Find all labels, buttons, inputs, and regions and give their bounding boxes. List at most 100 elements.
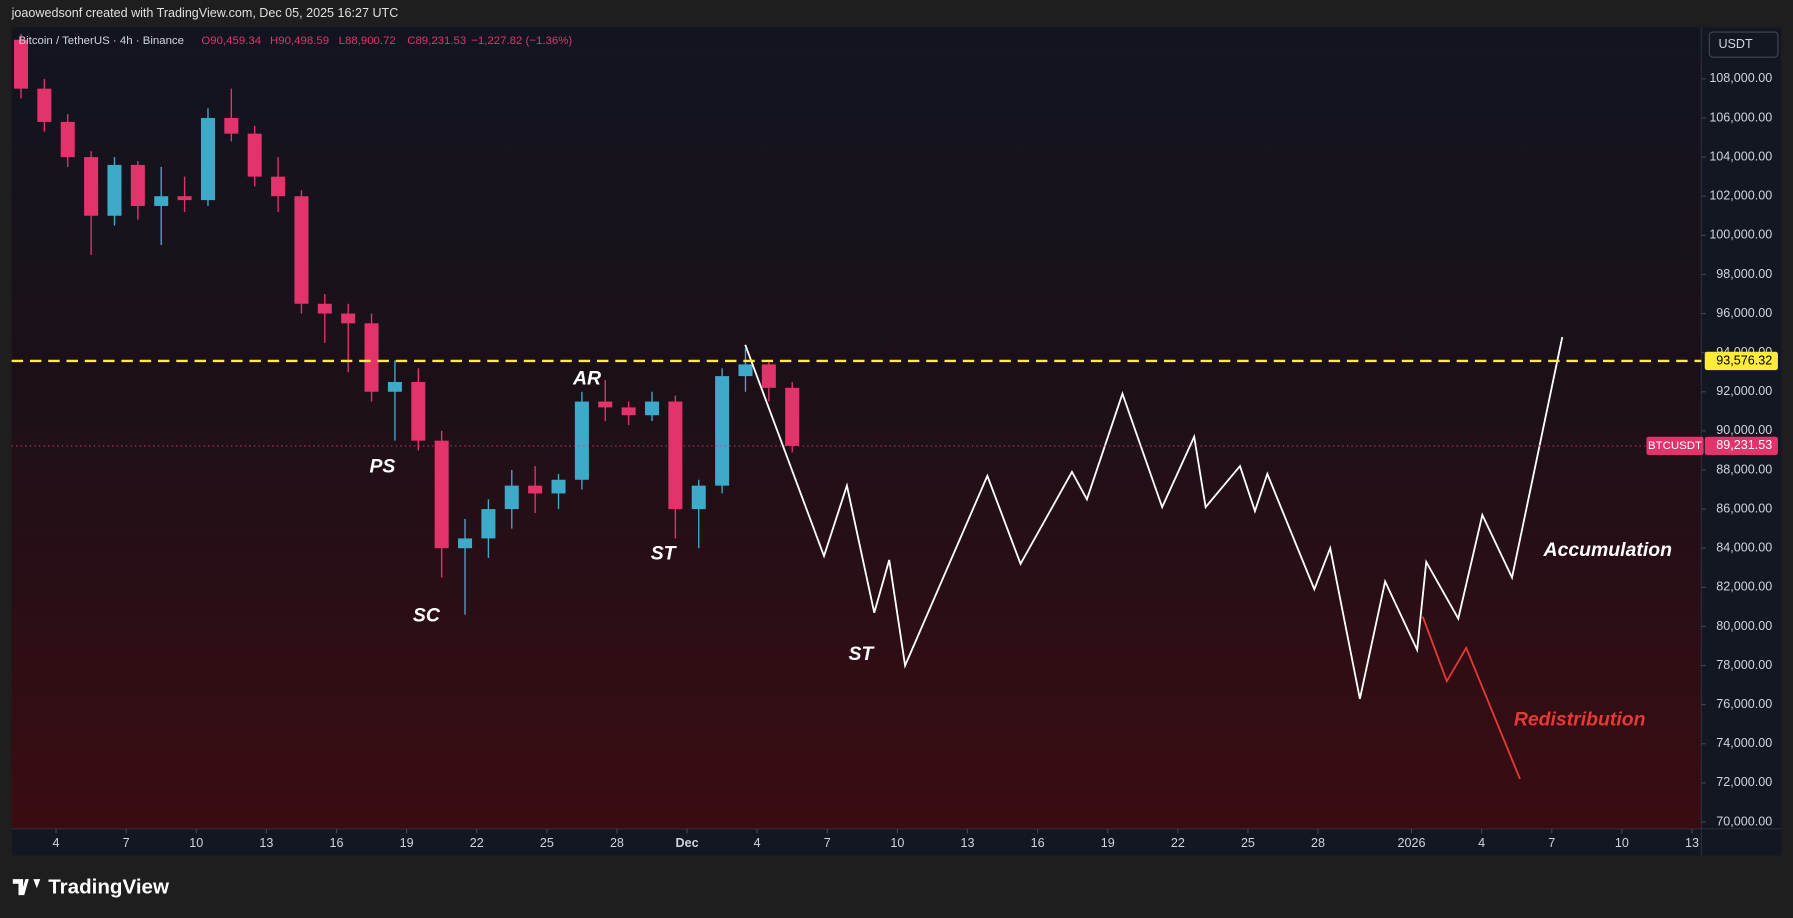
symbol-box <box>1646 436 1704 456</box>
x-tick-label: Dec <box>676 836 699 850</box>
x-tick-label: 4 <box>53 836 60 850</box>
ohlc-open: O90,459.34 <box>201 35 261 47</box>
symbol-title: Bitcoin / TetherUS · 4h · Binance <box>19 35 185 47</box>
author-line: joaowedsonf created with TradingView.com… <box>11 6 399 20</box>
y-tick-label: 82,000.00 <box>1716 580 1772 594</box>
annotation: ST <box>651 543 678 565</box>
candle-body <box>691 485 706 510</box>
candle-body <box>37 88 52 122</box>
x-tick-label: 19 <box>1101 836 1115 850</box>
y-tick-label: 98,000.00 <box>1716 267 1772 281</box>
y-tick-label: 90,000.00 <box>1716 423 1772 437</box>
x-tick-label: 7 <box>824 836 831 850</box>
x-tick-label: 28 <box>1311 836 1325 850</box>
annotation: AR <box>572 368 601 390</box>
candle-body <box>785 387 800 446</box>
plot <box>11 33 1702 780</box>
y-tick-label: 88,000.00 <box>1716 462 1772 476</box>
x-tick-label: 16 <box>330 836 344 850</box>
candle-body <box>411 381 426 441</box>
candle-body <box>644 401 660 416</box>
candle-body <box>341 313 356 324</box>
ohlc-change: −1,227.82 (−1.36%) <box>471 35 572 47</box>
y-tick-label: 70,000.00 <box>1716 814 1772 828</box>
x-tick-label: 4 <box>1478 836 1485 850</box>
candle-body <box>668 401 683 510</box>
y-tick-label: 76,000.00 <box>1716 697 1772 711</box>
ohlc-low: L88,900.72 <box>339 35 396 47</box>
candle-body <box>481 509 496 539</box>
candle-body <box>107 164 122 216</box>
y-tick-label: 102,000.00 <box>1709 189 1772 203</box>
candle-body <box>504 485 519 510</box>
x-tick-label: 7 <box>1548 836 1555 850</box>
currency-button[interactable] <box>1708 31 1779 58</box>
candle-body <box>247 133 262 177</box>
symbol-label: BTCUSDT <box>1648 440 1702 452</box>
watermark: TradingView <box>48 876 170 899</box>
y-tick-label: 108,000.00 <box>1709 71 1772 85</box>
x-tick-label: 25 <box>540 836 554 850</box>
x-tick-label: 13 <box>1685 836 1699 850</box>
y-tick-label: 92,000.00 <box>1716 384 1772 398</box>
y-tick-label: 74,000.00 <box>1716 736 1772 750</box>
x-tick-label: 4 <box>754 836 761 850</box>
candle-body <box>598 401 613 408</box>
y-tick-label: 106,000.00 <box>1709 110 1772 124</box>
ohlc-high: H90,498.59 <box>270 35 329 47</box>
candle-body <box>130 164 145 206</box>
candle-body <box>387 381 402 392</box>
candle-body <box>271 176 286 197</box>
x-tick-label: 13 <box>259 836 273 850</box>
x-tick-label: 7 <box>123 836 130 850</box>
price-level-box <box>1704 436 1778 456</box>
ohlc-close: C89,231.53 <box>407 35 466 47</box>
annotation: Redistribution <box>1514 708 1646 730</box>
x-tick-label: 10 <box>890 836 904 850</box>
x-tick-label: 22 <box>470 836 484 850</box>
x-tick-label: 19 <box>400 836 414 850</box>
x-tick-label: 13 <box>961 836 975 850</box>
candle-body <box>621 407 636 416</box>
candle-body <box>551 479 566 494</box>
candle-body <box>200 117 215 201</box>
price-level-box <box>1704 351 1778 371</box>
candle-body <box>154 196 169 206</box>
y-tick-label: 86,000.00 <box>1716 501 1772 515</box>
projection-line <box>1421 616 1521 780</box>
logo-mark <box>12 879 41 896</box>
y-tick-label: 84,000.00 <box>1716 541 1772 555</box>
candle-body <box>434 440 449 549</box>
annotations: PS SC AR ST ST Accumulation Redistributi… <box>369 368 1672 731</box>
candle-body <box>317 303 332 314</box>
candle-body <box>224 117 239 134</box>
logo: TradingView <box>12 876 170 899</box>
annotation: SC <box>413 604 441 626</box>
y-tick-label: 104,000.00 <box>1709 149 1772 163</box>
y-tick-label: 96,000.00 <box>1716 306 1772 320</box>
candle-body <box>364 323 379 392</box>
price-level-label: 89,231.53 <box>1716 438 1772 452</box>
candle-body <box>84 157 99 216</box>
candle-body <box>715 376 730 486</box>
currency-label[interactable]: USDT <box>1718 37 1753 51</box>
price-level-label: 93,576.32 <box>1716 353 1772 367</box>
x-tick-label: 2026 <box>1398 836 1426 850</box>
projection-line <box>744 336 1564 699</box>
x-tick-label: 28 <box>610 836 624 850</box>
candle-body <box>294 196 309 304</box>
x-tick-label: 10 <box>189 836 203 850</box>
legend: Bitcoin / TetherUS · 4h · Binance O90,45… <box>19 35 573 47</box>
x-tick-label: 22 <box>1171 836 1185 850</box>
y-tick-label: 78,000.00 <box>1716 658 1772 672</box>
x-tick-label: 10 <box>1615 836 1629 850</box>
x-tick-label: 25 <box>1241 836 1255 850</box>
candle-body <box>458 538 473 549</box>
candle-body <box>738 364 753 377</box>
candle-body <box>13 39 29 89</box>
candle-body <box>60 121 75 158</box>
candle-body <box>177 196 192 201</box>
x-tick-label: 16 <box>1031 836 1045 850</box>
candle-body <box>761 364 776 388</box>
